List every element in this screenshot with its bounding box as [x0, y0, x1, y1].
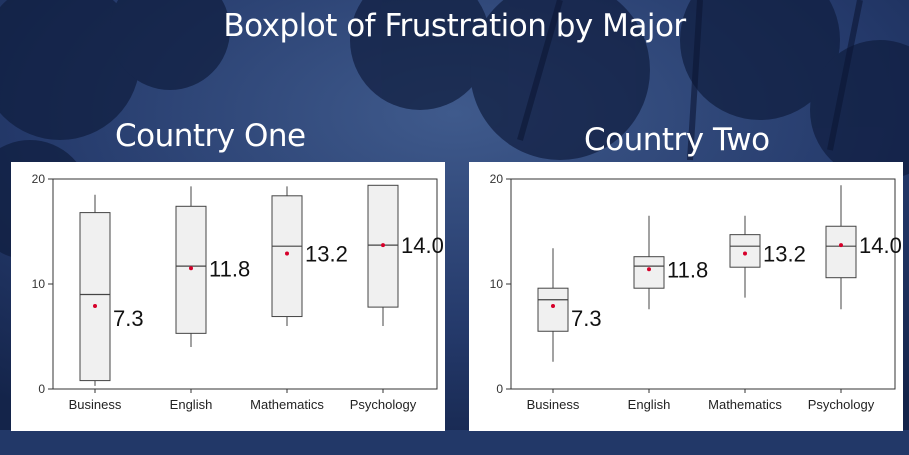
plot-frame: [510, 178, 896, 390]
box-mathematics: [729, 234, 761, 268]
y-tick-label: 20: [490, 172, 504, 186]
mean-dot-psychology: [839, 243, 843, 248]
boxplot-country-one: 0 10 20 Business 7.3 English 11.8 Mathematics 13…: [32, 172, 444, 412]
mean-dot-english: [189, 266, 193, 271]
boxplot-country-two: 0 10 20 Business 7.3 English 11.8 Mathematics 13…: [490, 172, 902, 412]
annotation-psychology: 14.0: [401, 233, 444, 258]
y-tick-label: 20: [32, 172, 46, 186]
box-business: [79, 212, 111, 382]
y-tick-label: 10: [32, 277, 46, 291]
y-tick-label: 0: [38, 382, 45, 396]
chart-panel-country-one: 0 10 20 Business 7.3 English 11.8 Mathematics 13…: [11, 162, 445, 431]
box-business: [537, 287, 569, 332]
panel-title-country-two: Country Two: [584, 122, 770, 158]
x-tick-label-mathematics: Mathematics: [250, 397, 324, 412]
box-english: [633, 256, 665, 289]
x-tick-label-psychology: Psychology: [808, 397, 875, 412]
mean-dot-mathematics: [743, 251, 747, 256]
panel-title-country-one: Country One: [115, 118, 306, 154]
x-tick-label-business: Business: [527, 397, 580, 412]
chart-panel-country-two: 0 10 20 Business 7.3 English 11.8 Mathematics 13…: [469, 162, 903, 431]
annotation-mathematics: 13.2: [763, 242, 806, 267]
box-psychology: [825, 225, 857, 279]
mean-dot-mathematics: [285, 251, 289, 256]
annotation-business: 7.3: [571, 306, 602, 331]
x-tick-label-english: English: [170, 397, 213, 412]
annotation-mathematics: 13.2: [305, 242, 348, 267]
annotation-english: 11.8: [209, 256, 250, 281]
x-tick-label-psychology: Psychology: [350, 397, 417, 412]
mean-dot-psychology: [381, 243, 385, 248]
y-tick-label: 0: [496, 382, 503, 396]
mean-dot-business: [93, 304, 97, 309]
annotation-psychology: 14.0: [859, 233, 902, 258]
x-tick-label-business: Business: [69, 397, 122, 412]
x-tick-label-mathematics: Mathematics: [708, 397, 782, 412]
mean-dot-english: [647, 267, 651, 272]
annotation-english: 11.8: [667, 257, 708, 282]
slide-title: Boxplot of Frustration by Major: [223, 8, 686, 44]
box-mathematics: [271, 195, 303, 318]
annotation-business: 7.3: [113, 306, 144, 331]
mean-dot-business: [551, 304, 555, 309]
x-tick-label-english: English: [628, 397, 671, 412]
y-tick-label: 10: [490, 277, 504, 291]
